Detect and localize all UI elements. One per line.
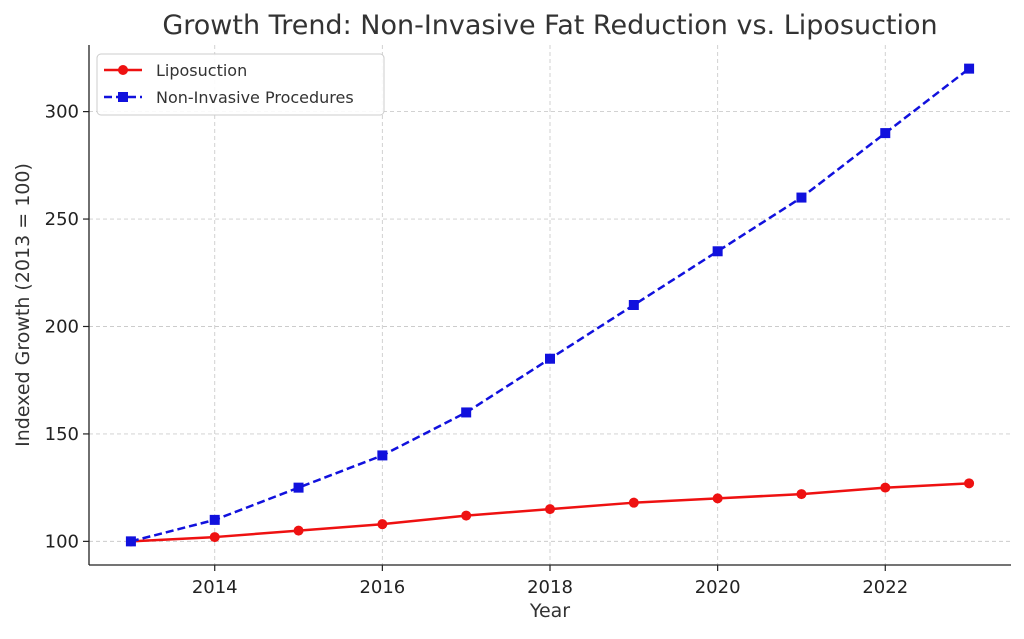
data-point-non-invasive-procedures <box>209 514 220 525</box>
legend-marker-liposuction <box>118 65 128 75</box>
data-point-non-invasive-procedures <box>293 482 304 493</box>
data-point-non-invasive-procedures <box>545 353 555 364</box>
y-tick-label: 100 <box>45 531 79 552</box>
data-point-liposuction <box>796 489 807 500</box>
x-tick-label: 2014 <box>192 577 238 598</box>
legend-marker-non-invasive <box>118 92 128 102</box>
data-point-liposuction <box>712 493 723 504</box>
data-point-non-invasive-procedures <box>125 536 136 547</box>
data-point-liposuction <box>209 532 220 543</box>
chart-title: Growth Trend: Non-Invasive Fat Reduction… <box>162 10 937 41</box>
legend-box <box>96 53 385 116</box>
x-tick-label: 2016 <box>359 577 405 598</box>
y-tick-label: 250 <box>45 209 79 230</box>
x-tick-label: 2020 <box>695 577 741 598</box>
data-point-liposuction <box>377 519 388 530</box>
y-axis-ticks: 100 150 200 250 300 <box>45 102 89 552</box>
y-tick-label: 150 <box>45 424 79 445</box>
legend-label-non-invasive: Non-Invasive Procedures <box>156 88 354 107</box>
data-point-liposuction <box>545 504 555 515</box>
data-point-liposuction <box>461 510 472 521</box>
y-tick-label: 300 <box>45 102 79 123</box>
data-point-non-invasive-procedures <box>628 300 639 310</box>
data-point-non-invasive-procedures <box>964 63 975 74</box>
data-point-liposuction <box>628 497 639 508</box>
x-axis-label: Year <box>529 600 570 622</box>
data-point-non-invasive-procedures <box>880 128 891 139</box>
legend-label-liposuction: Liposuction <box>156 61 247 80</box>
data-point-non-invasive-procedures <box>461 407 472 418</box>
data-point-non-invasive-procedures <box>377 450 388 461</box>
series-lines <box>125 63 975 547</box>
y-axis-label: Indexed Growth (2013 = 100) <box>12 163 34 447</box>
data-point-non-invasive-procedures <box>796 192 807 203</box>
y-tick-label: 200 <box>45 316 79 337</box>
x-axis-ticks: 2014 2016 2018 2020 2022 <box>192 565 908 598</box>
data-point-liposuction <box>964 478 975 489</box>
data-point-liposuction <box>293 525 304 536</box>
x-tick-label: 2018 <box>527 577 573 598</box>
data-point-non-invasive-procedures <box>712 246 723 257</box>
x-tick-label: 2022 <box>862 577 908 598</box>
legend: Liposuction Non-Invasive Procedures <box>96 53 385 116</box>
data-point-liposuction <box>880 482 891 493</box>
